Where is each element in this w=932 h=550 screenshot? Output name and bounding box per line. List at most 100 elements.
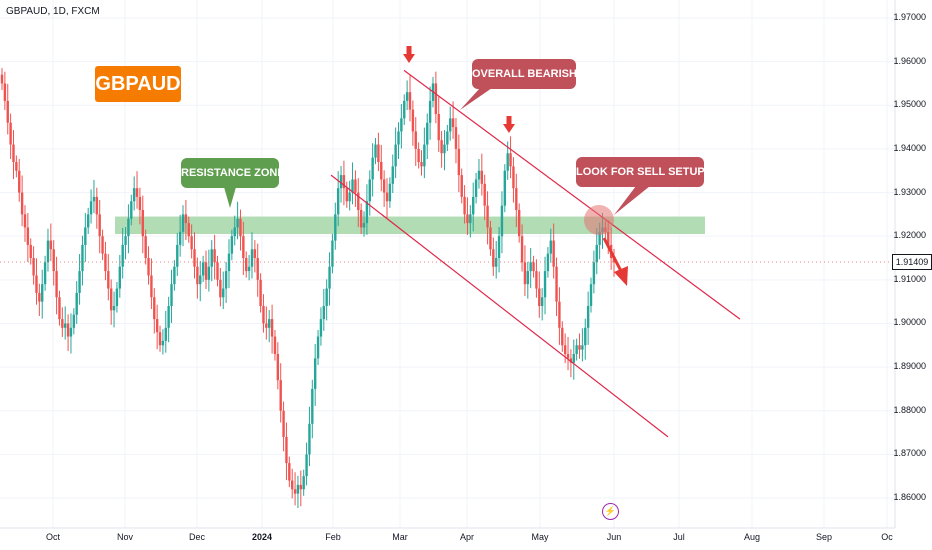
candle-body xyxy=(147,258,150,276)
time-tick-label: Oc xyxy=(881,532,893,542)
last-price-tag: 1.91409 xyxy=(892,253,932,270)
candle-body xyxy=(132,188,136,202)
candle-body xyxy=(374,144,377,158)
candle-body xyxy=(256,258,259,280)
candle-body xyxy=(382,179,386,193)
candle-body xyxy=(35,275,38,293)
candle-body xyxy=(308,423,311,455)
candle-body xyxy=(121,244,124,267)
candle-body xyxy=(592,262,596,285)
time-tick-label: Jul xyxy=(673,532,685,542)
candle-body xyxy=(328,266,331,289)
candle-body xyxy=(219,279,222,298)
price-tick-label: 1.92000 xyxy=(893,230,926,241)
candle-body xyxy=(566,354,570,359)
candle-body xyxy=(411,109,415,132)
candle-body xyxy=(408,92,412,110)
price-tick-label: 1.96000 xyxy=(893,55,926,66)
lightning-icon[interactable]: ⚡ xyxy=(602,503,619,520)
candle-body xyxy=(84,227,87,245)
candle-body xyxy=(64,323,67,328)
candle-body xyxy=(150,275,153,298)
candle-body xyxy=(29,244,32,258)
projection-arrow-head xyxy=(614,266,628,286)
candle-body xyxy=(368,179,371,202)
candle-body xyxy=(184,214,188,224)
candle-body xyxy=(322,306,326,320)
candle-body xyxy=(12,144,15,162)
candle-body xyxy=(391,166,394,184)
candle-body xyxy=(109,288,113,311)
candle-body xyxy=(345,188,348,202)
candle-body xyxy=(388,183,392,202)
candle-body xyxy=(449,118,452,132)
candle-body xyxy=(598,231,601,245)
candle-body xyxy=(75,292,78,315)
sell-setups-callout: LOOK FOR SELL SETUPS xyxy=(576,157,712,187)
candle-body xyxy=(78,271,81,293)
candle-body xyxy=(6,100,9,123)
candle-body xyxy=(155,319,159,333)
candle-body xyxy=(359,210,363,228)
candle-body xyxy=(385,192,389,202)
candle-body xyxy=(325,288,328,306)
candle-body xyxy=(210,249,213,267)
candle-body xyxy=(66,323,70,337)
candle-body xyxy=(305,454,308,477)
candle-body xyxy=(552,240,555,267)
annotation-overlays xyxy=(0,46,895,286)
candle-body xyxy=(230,236,234,254)
candle-body xyxy=(463,196,466,215)
channel-upper-line xyxy=(403,69,741,320)
candle-body xyxy=(270,319,274,337)
candle-body xyxy=(127,218,130,237)
candle-body xyxy=(104,253,107,272)
candle-body xyxy=(437,114,440,141)
candle-body xyxy=(26,227,30,245)
candle-body xyxy=(144,236,147,258)
candle-body xyxy=(98,214,101,237)
candle-body xyxy=(253,249,257,258)
candle-body xyxy=(164,327,167,341)
candle-body xyxy=(9,122,12,145)
resistance-zone-callout: RESISTANCE ZONE xyxy=(181,158,285,188)
down-arrow-icon xyxy=(406,46,412,55)
candle-body xyxy=(32,258,35,276)
candle-body xyxy=(141,210,144,237)
candle-body xyxy=(503,170,507,206)
candle-body xyxy=(178,231,182,245)
candle-body xyxy=(586,306,590,328)
candle-body xyxy=(336,188,340,215)
candle-body xyxy=(549,240,552,254)
candle-body xyxy=(0,74,4,84)
candle-body xyxy=(492,249,495,267)
candle-body xyxy=(81,244,84,272)
candle-body xyxy=(380,162,383,180)
candle-body xyxy=(296,484,300,494)
chart-header: GBPAUD, 1D, FXCM xyxy=(6,6,100,17)
candle-body xyxy=(362,223,366,228)
candle-body xyxy=(460,175,463,197)
candle-body xyxy=(207,266,211,280)
candle-body xyxy=(561,327,564,346)
candle-body xyxy=(457,148,461,176)
candle-body xyxy=(279,380,282,411)
time-tick-label: Nov xyxy=(116,532,134,542)
candle-body xyxy=(265,323,268,328)
time-tick-label: 2024 xyxy=(251,532,273,542)
candle-body xyxy=(138,196,142,210)
candle-body xyxy=(486,205,489,228)
candle-body xyxy=(213,249,216,263)
candle-body xyxy=(563,345,567,354)
time-tick-label: Feb xyxy=(325,532,341,542)
candle-body xyxy=(417,148,420,162)
resistance-callout-pointer xyxy=(224,187,236,208)
candle-body xyxy=(290,480,294,490)
candle-body xyxy=(339,175,343,189)
candle-body xyxy=(72,314,76,328)
candle-body xyxy=(190,236,193,250)
candle-body xyxy=(331,240,334,267)
candle-body xyxy=(107,271,110,289)
candle-body xyxy=(161,340,165,346)
